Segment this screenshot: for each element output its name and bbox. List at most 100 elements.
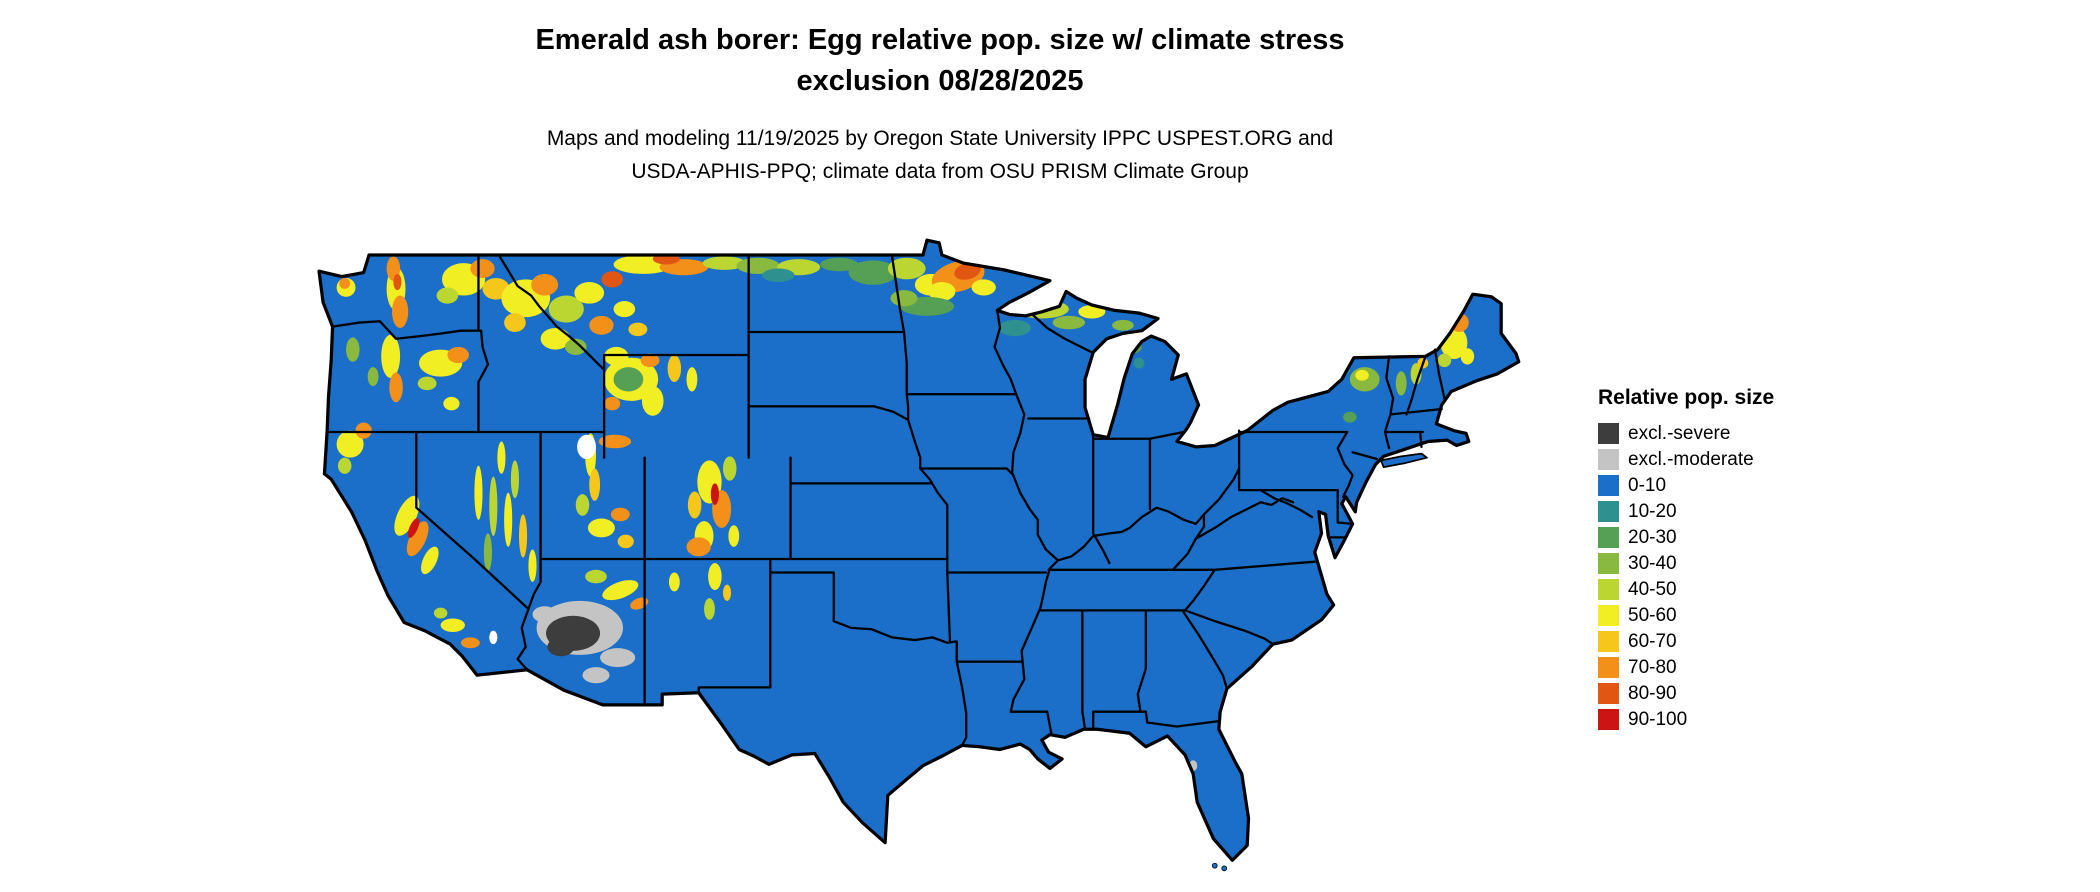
legend-label: 80-90 (1628, 682, 1677, 704)
legend-title: Relative pop. size (1598, 386, 1775, 409)
raster-blob (417, 376, 437, 391)
raster-blob (610, 507, 630, 522)
raster-blob (497, 441, 506, 474)
raster-blob (600, 648, 636, 668)
page-subtitle: Maps and modeling 11/19/2025 by Oregon S… (0, 123, 1880, 188)
raster-blob (1078, 305, 1106, 319)
raster-blob (1410, 363, 1422, 385)
raster-blob (686, 537, 711, 557)
raster-blob (433, 607, 448, 619)
subtitle-line-1: Maps and modeling 11/19/2025 by Oregon S… (546, 127, 1334, 151)
page-title: Emerald ash borer: Egg relative pop. siz… (0, 20, 1880, 101)
raster-blob (710, 483, 719, 505)
raster-blob (1133, 357, 1145, 369)
raster-blob (575, 494, 590, 516)
legend-swatch (1598, 552, 1619, 574)
raster-blob (668, 572, 680, 592)
raster-blob (518, 514, 528, 558)
raster-blob (928, 282, 956, 301)
raster-blob (601, 271, 624, 288)
raster-blob (504, 313, 526, 333)
florida-keys (1211, 862, 1218, 869)
legend-label: 50-60 (1628, 604, 1677, 626)
raster-blob (393, 273, 402, 291)
raster-blob (722, 456, 737, 481)
raster-blob (640, 353, 660, 368)
raster-blob (613, 367, 644, 392)
raster-blob (336, 430, 364, 458)
legend-entry: 90-100 (1598, 706, 1774, 732)
raster-blob (848, 260, 898, 285)
legend-entry: 40-50 (1598, 576, 1774, 602)
raster-blob (613, 300, 636, 318)
legend-label: excl.-severe (1628, 422, 1731, 444)
raster-blob (628, 322, 648, 337)
legend-entry: 50-60 (1598, 602, 1774, 628)
legend-entry: 20-30 (1598, 524, 1774, 550)
raster-blob (598, 434, 632, 449)
raster-blob (489, 476, 498, 537)
raster-blob (548, 295, 584, 323)
raster-blob (574, 282, 605, 304)
raster-blob (820, 257, 859, 272)
raster-blob (436, 287, 459, 304)
raster-blob (564, 338, 587, 355)
raster-blob (504, 492, 513, 547)
legend-swatch (1598, 708, 1619, 730)
raster-blob (1437, 353, 1452, 368)
legend-label: 20-30 (1628, 526, 1677, 548)
raster-blob (470, 259, 495, 278)
header: Emerald ash borer: Egg relative pop. siz… (0, 20, 1880, 188)
raster-blob (602, 580, 639, 601)
raster-blob (391, 295, 409, 328)
legend-entry: 0-10 (1598, 472, 1774, 498)
raster-blob (641, 386, 664, 416)
raster-blob (587, 518, 615, 538)
raster-blob (604, 346, 629, 366)
raster-blob (1110, 354, 1125, 366)
raster-blob (1395, 371, 1407, 396)
raster-blob (954, 262, 981, 280)
raster-blob (1460, 348, 1475, 365)
long-island (1380, 452, 1428, 469)
raster-blob (510, 460, 519, 499)
raster-blob (887, 257, 926, 280)
raster-blob (728, 525, 740, 547)
legend-label: 30-40 (1628, 552, 1677, 574)
legend-label: 10-20 (1628, 500, 1677, 522)
legend-label: 0-10 (1628, 474, 1667, 496)
raster-blob (528, 549, 537, 582)
legend-label: 60-70 (1628, 630, 1677, 652)
raster-blob (447, 346, 470, 364)
raster-blob (531, 273, 559, 296)
legend-entry: excl.-severe (1598, 420, 1774, 446)
title-line-2: exclusion 08/28/2025 (796, 64, 1084, 97)
raster-blob (1355, 369, 1369, 381)
raster-blob (589, 315, 614, 335)
raster-blob (582, 667, 610, 684)
raster-blob (337, 457, 352, 474)
legend-swatch (1598, 474, 1619, 496)
raster-blob (702, 256, 746, 270)
us-map-svg (317, 238, 1521, 872)
legend-swatch (1598, 604, 1619, 626)
raster-blob (389, 372, 403, 403)
raster-blob (577, 434, 596, 460)
raster-blob (346, 337, 360, 362)
raster-blob (443, 396, 460, 411)
raster-blob (483, 533, 492, 572)
raster-blob (440, 618, 465, 632)
raster-blob (687, 491, 702, 519)
title-line-1: Emerald ash borer: Egg relative pop. siz… (535, 24, 1345, 56)
legend-label: excl.-moderate (1628, 448, 1754, 470)
legend-label: 70-80 (1628, 656, 1677, 678)
raster-blob (604, 396, 621, 411)
legend-swatch (1598, 526, 1619, 548)
raster-blob (890, 290, 918, 307)
map-legend: Relative pop. size excl.-severe excl.-mod… (1598, 386, 1774, 732)
legend-label: 90-100 (1628, 708, 1688, 730)
legend-entry: 80-90 (1598, 680, 1774, 706)
raster-blob (355, 422, 372, 439)
raster-blob (704, 598, 715, 620)
